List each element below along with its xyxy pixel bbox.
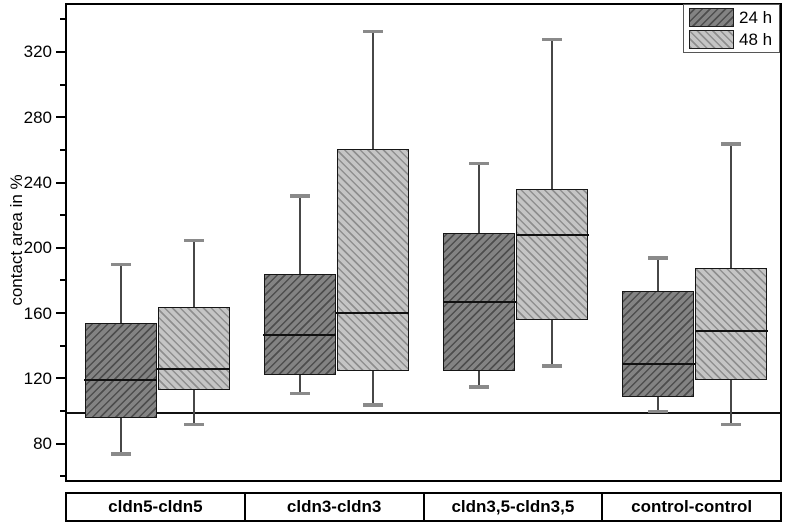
x-category-cldn5-cldn5: cldn5-cldn5	[67, 494, 246, 520]
y-tick-minor	[60, 410, 65, 412]
whisker-cap-high-48h	[362, 29, 383, 34]
whisker-upper-48h	[730, 143, 733, 268]
box-48h-cldn5-cldn5	[157, 306, 231, 391]
whisker-lower-24h	[298, 375, 301, 394]
whisker-upper-24h	[478, 163, 481, 234]
legend-label-48h: 48 h	[739, 30, 773, 49]
median-line-24h	[621, 363, 695, 366]
whisker-upper-24h	[119, 264, 122, 324]
y-tick-minor	[60, 18, 65, 21]
box-24h-cldn5-cldn5	[84, 323, 158, 418]
y-tick-label: 320	[23, 42, 52, 62]
y-tick-label: 160	[23, 303, 52, 323]
legend-swatch-48h	[689, 30, 734, 49]
y-tick-major	[56, 312, 65, 315]
whisker-cap-low-48h	[721, 422, 742, 427]
y-tick-major	[56, 442, 65, 445]
whisker-cap-low-48h	[183, 422, 204, 427]
whisker-cap-high-48h	[721, 142, 742, 146]
whisker-lower-48h	[730, 380, 733, 425]
whisker-upper-48h	[551, 39, 554, 190]
y-tick-minor	[60, 475, 65, 478]
box-24h-control-control	[621, 290, 695, 397]
median-line-24h	[442, 301, 516, 303]
whisker-cap-high-48h	[183, 238, 204, 242]
y-tick-major	[56, 246, 65, 249]
whisker-cap-low-24h	[289, 391, 310, 396]
x-category-cldn3-cldn3: cldn3-cldn3	[246, 494, 425, 520]
y-tick-label: 200	[23, 238, 52, 258]
median-line-24h	[84, 379, 158, 382]
y-tick-minor	[60, 279, 65, 282]
legend-swatch-24h	[689, 8, 734, 27]
median-line-24h	[263, 333, 337, 336]
x-axis-category-band: cldn5-cldn5 cldn3-cldn3 cldn3,5-cldn3,5 con…	[65, 492, 782, 522]
legend-entry-48h: 48 h	[689, 30, 775, 49]
whisker-upper-24h	[657, 257, 660, 291]
reference-line-100	[67, 412, 780, 414]
whisker-cap-high-24h	[110, 262, 131, 267]
whisker-upper-48h	[192, 240, 195, 307]
whisker-cap-high-24h	[648, 256, 669, 260]
y-tick-major	[56, 377, 65, 380]
whisker-cap-high-48h	[542, 37, 563, 42]
y-tick-label: 240	[23, 173, 52, 193]
y-tick-label: 120	[23, 368, 52, 388]
whisker-cap-low-48h	[362, 403, 383, 407]
y-tick-major	[56, 50, 65, 53]
y-tick-minor	[60, 344, 65, 347]
x-category-cldn3-5-cldn3-5: cldn3,5-cldn3,5	[425, 494, 604, 520]
y-tick-minor	[60, 214, 65, 217]
whisker-cap-low-24h	[648, 409, 669, 414]
whisker-cap-low-24h	[110, 452, 131, 456]
legend-entry-24h: 24 h	[689, 8, 775, 27]
x-category-control-control: control-control	[631, 497, 753, 516]
y-tick-major	[56, 116, 65, 119]
box-24h-cldn3-5-cldn3-5	[442, 233, 516, 371]
y-tick-minor	[60, 148, 65, 151]
box-48h-cldn3-5-cldn3-5	[515, 189, 589, 320]
whisker-cap-low-48h	[542, 364, 563, 368]
box-48h-control-control	[694, 267, 768, 381]
y-tick-major	[56, 181, 65, 184]
whisker-lower-24h	[478, 370, 481, 387]
whisker-lower-48h	[551, 319, 554, 366]
median-line-48h	[515, 234, 589, 237]
whisker-lower-48h	[192, 390, 195, 425]
whisker-cap-high-24h	[469, 161, 490, 166]
whisker-upper-48h	[371, 31, 374, 149]
whisker-cap-low-24h	[469, 385, 490, 389]
median-line-48h	[336, 312, 410, 315]
y-tick-label: 80	[33, 434, 52, 454]
legend-label-24h: 24 h	[739, 8, 773, 27]
box-24h-cldn3-cldn3	[263, 274, 337, 376]
legend: 24 h 48 h	[683, 4, 780, 53]
y-tick-minor	[60, 83, 65, 86]
whisker-cap-high-24h	[289, 194, 310, 198]
y-tick-label: 280	[23, 107, 52, 127]
whisker-lower-48h	[371, 370, 374, 405]
median-line-48h	[694, 330, 768, 333]
median-line-48h	[157, 367, 231, 370]
whisker-lower-24h	[657, 396, 660, 412]
box-48h-cldn3-cldn3	[336, 148, 410, 371]
whisker-lower-24h	[119, 417, 122, 454]
whisker-upper-24h	[298, 195, 301, 275]
plot-area	[65, 3, 782, 482]
